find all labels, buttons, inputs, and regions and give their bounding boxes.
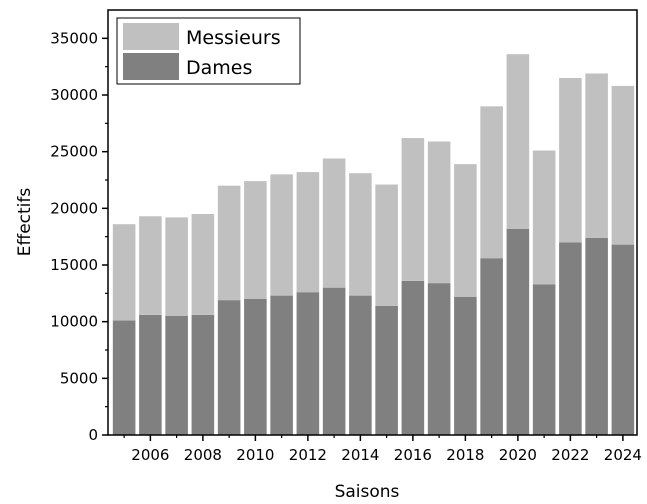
y-tick-label: 0 (88, 426, 98, 444)
bar-messieurs-2012 (296, 172, 320, 293)
bars-layer (112, 54, 635, 435)
bar-dames-2017 (427, 283, 451, 435)
bar-dames-2023 (585, 237, 608, 435)
bar-messieurs-2024 (611, 85, 635, 245)
bar-messieurs-2014 (349, 173, 372, 296)
bar-dames-2021 (532, 284, 556, 435)
legend-label-messieurs: Messieurs (186, 27, 281, 49)
bar-messieurs-2015 (375, 184, 398, 306)
bar-dames-2005 (112, 320, 136, 435)
bar-messieurs-2016 (401, 138, 425, 281)
bar-dames-2016 (401, 280, 425, 435)
bar-dames-2010 (244, 299, 267, 435)
y-tick-label: 25000 (50, 143, 98, 161)
y-axis-title: Effectifs (15, 188, 35, 257)
bar-messieurs-2005 (112, 224, 136, 321)
bar-dames-2015 (375, 305, 398, 435)
bar-dames-2011 (270, 295, 293, 435)
bar-messieurs-2013 (322, 158, 346, 288)
y-tick-label: 35000 (50, 29, 98, 47)
bar-messieurs-2021 (532, 150, 556, 285)
y-tick-label: 10000 (50, 313, 98, 331)
x-tick-label: 2008 (184, 446, 222, 464)
legend-label-dames: Dames (186, 57, 252, 79)
x-tick-label: 2014 (341, 446, 379, 464)
bar-dames-2019 (480, 258, 503, 435)
bar-dames-2020 (506, 228, 530, 435)
x-tick-label: 2024 (604, 446, 642, 464)
bar-messieurs-2020 (506, 54, 530, 229)
legend-swatch-messieurs (123, 23, 179, 50)
bar-messieurs-2022 (559, 78, 582, 243)
bar-dames-2022 (559, 242, 582, 435)
bar-messieurs-2006 (139, 216, 162, 315)
bar-dames-2024 (611, 244, 635, 435)
bar-messieurs-2023 (585, 73, 608, 238)
y-tick-label: 15000 (50, 256, 98, 274)
bar-dames-2018 (454, 296, 477, 435)
bar-dames-2014 (349, 295, 372, 435)
x-tick-label: 2012 (289, 446, 327, 464)
plot-frame (107, 9, 638, 436)
bar-dames-2006 (139, 314, 162, 435)
x-tick-label: 2020 (499, 446, 537, 464)
x-tick-label: 2010 (236, 446, 274, 464)
bar-messieurs-2019 (480, 106, 503, 259)
bar-messieurs-2011 (270, 174, 293, 296)
y-tick-label: 20000 (50, 199, 98, 217)
bar-dames-2012 (296, 292, 320, 435)
bar-messieurs-2010 (244, 181, 267, 299)
legend: Messieurs Dames (116, 17, 301, 85)
axes-layer: 0 5000 10000 15000 20000 25000 30000 35000 2006 2… (50, 9, 642, 464)
bar-dames-2009 (217, 300, 241, 435)
y-tick-label: 30000 (50, 86, 98, 104)
x-tick-label: 2016 (394, 446, 432, 464)
x-tick-label: 2022 (551, 446, 589, 464)
bar-dames-2008 (191, 314, 215, 435)
legend-swatch-dames (123, 53, 179, 80)
x-tick-label: 2006 (131, 446, 169, 464)
bar-messieurs-2008 (191, 214, 215, 315)
y-tick-label: 5000 (60, 369, 98, 387)
bar-dames-2007 (165, 316, 188, 435)
bar-messieurs-2007 (165, 217, 188, 316)
x-tick-label: 2018 (446, 446, 484, 464)
bar-messieurs-2017 (427, 141, 451, 284)
bar-dames-2013 (322, 287, 346, 435)
bar-messieurs-2018 (454, 164, 477, 297)
x-axis-title: Saisons (335, 482, 400, 502)
bar-messieurs-2009 (217, 185, 241, 301)
